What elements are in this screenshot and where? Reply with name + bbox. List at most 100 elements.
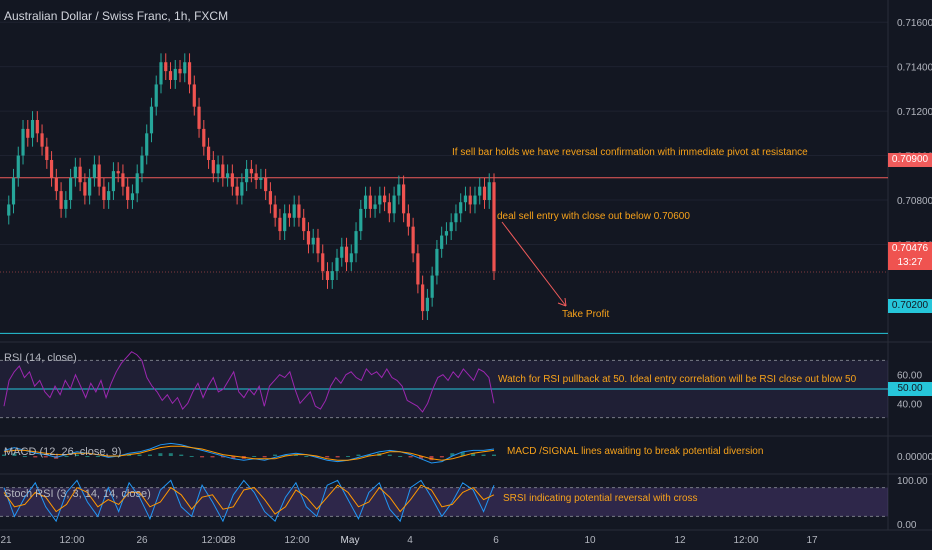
candle-body xyxy=(306,231,311,245)
price-tick-label: 0.71200 xyxy=(897,107,932,118)
candle-body xyxy=(11,177,16,205)
candle-body xyxy=(69,177,73,200)
candle-body xyxy=(363,195,368,209)
candle-body xyxy=(249,168,253,174)
candle-body xyxy=(154,84,158,107)
candle-body xyxy=(463,195,468,203)
candle-body xyxy=(283,213,287,232)
time-tick-label: 12:00 xyxy=(733,535,758,546)
macd-histogram-bar xyxy=(314,456,319,458)
macd-histogram-bar xyxy=(335,456,340,458)
candle-body xyxy=(406,213,410,227)
macd-histogram-bar xyxy=(283,454,288,456)
rsi-50-tag: 50.00 xyxy=(888,382,932,396)
time-tick-label: May xyxy=(341,535,360,546)
macd-histogram-bar xyxy=(471,453,476,456)
candle-body xyxy=(225,173,230,178)
macd-histogram-bar xyxy=(127,454,132,456)
candle-body xyxy=(16,155,20,178)
candle-body xyxy=(287,213,292,218)
macd-histogram-bar xyxy=(200,456,205,458)
candle-body xyxy=(316,237,320,254)
candle-body xyxy=(435,248,439,276)
macd-histogram-bar xyxy=(168,453,173,456)
candle-body xyxy=(240,182,244,196)
macd-histogram-bar xyxy=(398,456,403,457)
candle-body xyxy=(349,253,353,263)
candle-body xyxy=(30,120,35,138)
rsi-title: RSI (14, close) xyxy=(4,352,77,364)
candle-body xyxy=(107,191,111,200)
macd-histogram-bar xyxy=(179,454,184,456)
candle-body xyxy=(340,246,344,258)
candle-body xyxy=(187,62,192,85)
candle-body xyxy=(373,204,377,209)
macd-title: MACD (12, 26, close, 9) xyxy=(4,446,122,458)
candle-body xyxy=(116,171,120,174)
macd-note: MACD /SIGNAL lines awaiting to break pot… xyxy=(507,446,764,457)
candle-body xyxy=(45,146,49,160)
candle-body xyxy=(21,128,25,156)
stoch-d-line xyxy=(3,484,495,515)
candle-body xyxy=(449,222,453,232)
candle-body xyxy=(297,204,301,218)
candle-body xyxy=(397,184,401,196)
take-profit-note: Take Profit xyxy=(562,309,610,320)
resistance-price-tag: 0.70900 xyxy=(888,153,932,167)
candle-body xyxy=(259,177,263,180)
time-tick-label: 26 xyxy=(136,535,148,546)
time-tick-label: 12:00 xyxy=(201,535,226,546)
candle-body xyxy=(102,186,106,200)
candle-body xyxy=(64,200,68,209)
support-price-tag: 0.70200 xyxy=(888,299,932,313)
candle-body xyxy=(473,195,477,205)
candle-body xyxy=(311,237,315,245)
macd-histogram-bar xyxy=(325,456,330,458)
stoch-band xyxy=(0,487,888,517)
macd-histogram-bar xyxy=(273,454,278,456)
candle-body xyxy=(140,155,144,174)
candle-body xyxy=(230,173,234,187)
candle-body xyxy=(382,195,387,203)
rsi-note: Watch for RSI pullback at 50. Ideal entr… xyxy=(498,374,857,385)
candle-body xyxy=(302,217,306,232)
candle-body xyxy=(292,204,296,218)
macd-histogram-bar xyxy=(439,456,444,458)
chart-title: Australian Dollar / Swiss Franc, 1h, FXC… xyxy=(4,9,229,23)
candle-body xyxy=(35,120,39,134)
resistance-note: If sell bar holds we have reversal confi… xyxy=(452,147,808,158)
macd-histogram-bar xyxy=(304,456,309,457)
candle-body xyxy=(425,297,429,312)
stoch-title: Stoch RSI (3, 3, 14, 14, close) xyxy=(4,488,151,500)
candle-body xyxy=(159,62,163,85)
candle-body xyxy=(173,68,177,80)
candle-body xyxy=(73,166,77,178)
last-price-tag: 0.70476 xyxy=(888,242,932,256)
candle-body xyxy=(78,166,82,183)
candle-body xyxy=(54,177,58,192)
candle-body xyxy=(221,164,225,178)
target-arrow-head xyxy=(557,297,567,307)
signal-line xyxy=(3,445,495,461)
candle-body xyxy=(378,195,382,205)
macd-histogram-bar xyxy=(481,454,486,456)
candle-body xyxy=(459,202,463,214)
macd-histogram-bar xyxy=(346,456,351,457)
candle-body xyxy=(178,68,182,74)
macd-histogram-bar xyxy=(231,456,236,459)
stoch-tick-label: 100.00 xyxy=(897,476,928,487)
macd-histogram-bar xyxy=(429,456,434,461)
stoch-k-line xyxy=(3,479,495,523)
candle-body xyxy=(335,257,339,272)
time-tick-label: 6 xyxy=(493,535,499,546)
macd-histogram-bar xyxy=(22,456,27,457)
macd-histogram-bar xyxy=(95,456,100,457)
macd-tick-label: 0.00000 xyxy=(897,452,932,463)
candle-body xyxy=(83,182,87,196)
rsi-tick-label: 60.00 xyxy=(897,371,922,382)
macd-histogram-bar xyxy=(387,454,392,456)
macd-histogram-bar xyxy=(293,454,298,456)
candle-body xyxy=(206,146,211,160)
candle-body xyxy=(344,246,349,263)
